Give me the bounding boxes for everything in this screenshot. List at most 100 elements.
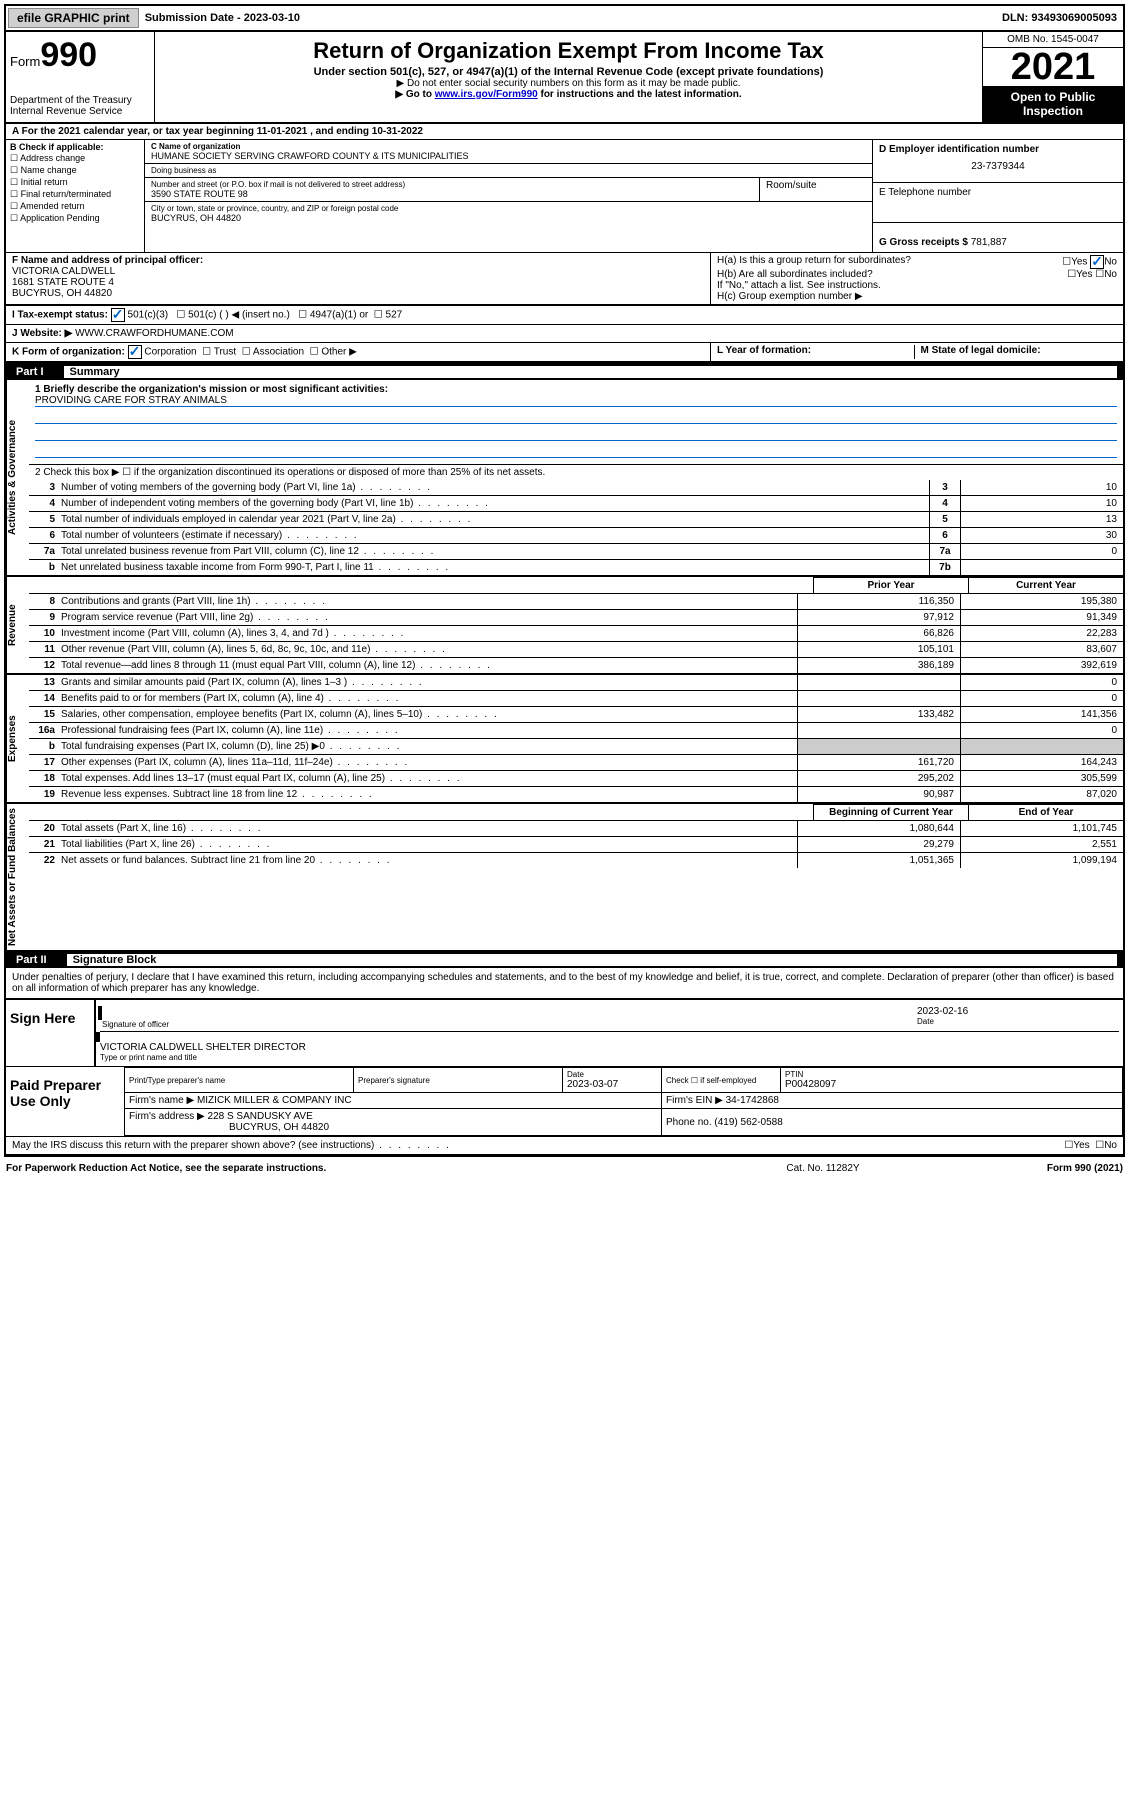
summary-line: b Total fundraising expenses (Part IX, c… <box>29 739 1123 755</box>
summary-governance: Activities & Governance 1 Briefly descri… <box>6 380 1123 575</box>
ha-label: H(a) Is this a group return for subordin… <box>717 255 911 269</box>
row-i-tax-status: I Tax-exempt status: 501(c)(3) ☐ 501(c) … <box>6 305 1123 325</box>
chk-name-change[interactable]: ☐ Name change <box>10 165 140 176</box>
form-number: Form990 <box>10 36 150 75</box>
section-h: H(a) Is this a group return for subordin… <box>710 253 1123 304</box>
firm-ein-label: Firm's EIN ▶ <box>666 1095 723 1106</box>
summary-line: 8 Contributions and grants (Part VIII, l… <box>29 594 1123 610</box>
l-year-formation: L Year of formation: <box>717 345 914 359</box>
chk-corporation[interactable] <box>128 345 142 359</box>
summary-line: 10 Investment income (Part VIII, column … <box>29 626 1123 642</box>
summary-line: 9 Program service revenue (Part VIII, li… <box>29 610 1123 626</box>
header-right: OMB No. 1545-0047 2021 Open to Public In… <box>982 32 1123 122</box>
efile-print-button[interactable]: efile GRAPHIC print <box>8 8 139 28</box>
mission-text: PROVIDING CARE FOR STRAY ANIMALS <box>35 395 1117 407</box>
ein-cell: D Employer identification number 23-7379… <box>873 140 1123 183</box>
sign-here-row: Sign Here Signature of officer 2023-02-1… <box>6 998 1123 1067</box>
form-header: Form990 Department of the Treasury Inter… <box>6 32 1123 124</box>
end-year-header: End of Year <box>968 804 1123 821</box>
declaration-text: Under penalties of perjury, I declare th… <box>6 968 1123 998</box>
summary-line: 16a Professional fundraising fees (Part … <box>29 723 1123 739</box>
b-label: B Check if applicable: <box>10 142 140 152</box>
paid-preparer-table: Print/Type preparer's name Preparer's si… <box>124 1067 1123 1136</box>
mission-block: 1 Briefly describe the organization's mi… <box>29 380 1123 465</box>
footer-form: Form 990 (2021) <box>923 1163 1123 1174</box>
column-b-checkboxes: B Check if applicable: ☐ Address change … <box>6 140 145 252</box>
ha-no-checkbox[interactable] <box>1090 255 1104 269</box>
summary-line: 20 Total assets (Part X, line 16) 1,080,… <box>29 821 1123 837</box>
hc-label: H(c) Group exemption number ▶ <box>717 291 1117 302</box>
tab-revenue: Revenue <box>6 577 29 673</box>
summary-line: 15 Salaries, other compensation, employe… <box>29 707 1123 723</box>
officer-name-line: VICTORIA CALDWELL SHELTER DIRECTOR Type … <box>100 1032 1119 1062</box>
footer-catalog: Cat. No. 11282Y <box>723 1163 923 1174</box>
prior-year-header: Prior Year <box>813 577 968 594</box>
chk-amended[interactable]: ☐ Amended return <box>10 201 140 212</box>
row-j-website: J Website: ▶ WWW.CRAWFORDHUMANE.COM <box>6 325 1123 343</box>
summary-line: 13 Grants and similar amounts paid (Part… <box>29 675 1123 691</box>
top-bar: efile GRAPHIC print Submission Date - 20… <box>6 6 1123 32</box>
column-d-ein: D Employer identification number 23-7379… <box>872 140 1123 252</box>
preparer-name-label: Print/Type preparer's name <box>129 1076 349 1085</box>
firm-addr-label: Firm's address ▶ <box>129 1111 205 1122</box>
irs-link[interactable]: www.irs.gov/Form990 <box>435 89 538 100</box>
row-k-form-org: K Form of organization: Corporation ☐ Tr… <box>6 343 1123 362</box>
header-left: Form990 Department of the Treasury Inter… <box>6 32 155 122</box>
hb-answer: ☐Yes ☐No <box>1067 269 1117 280</box>
row-a-tax-year: A For the 2021 calendar year, or tax yea… <box>6 124 1123 140</box>
dln-label: DLN: 93493069005093 <box>1002 12 1123 24</box>
column-c-org-info: C Name of organization HUMANE SOCIETY SE… <box>145 140 872 252</box>
summary-line: 12 Total revenue—add lines 8 through 11 … <box>29 658 1123 673</box>
chk-501c3[interactable] <box>111 308 125 322</box>
summary-line: 22 Net assets or fund balances. Subtract… <box>29 853 1123 868</box>
tab-expenses: Expenses <box>6 675 29 802</box>
mission-line <box>35 409 1117 424</box>
hb-note: If "No," attach a list. See instructions… <box>717 280 1117 291</box>
phone-cell: E Telephone number <box>873 183 1123 223</box>
chk-initial-return[interactable]: ☐ Initial return <box>10 177 140 188</box>
m-state-domicile: M State of legal domicile: <box>914 345 1118 359</box>
part-i-header: Part I Summary <box>6 362 1123 380</box>
summary-line: 19 Revenue less expenses. Subtract line … <box>29 787 1123 802</box>
part-ii-header: Part II Signature Block <box>6 950 1123 968</box>
mission-line <box>35 426 1117 441</box>
summary-line: b Net unrelated business taxable income … <box>29 560 1123 575</box>
chk-final-return[interactable]: ☐ Final return/terminated <box>10 189 140 200</box>
signature-line: Signature of officer 2023-02-16 Date <box>100 1004 1119 1032</box>
irs-discuss-row: May the IRS discuss this return with the… <box>6 1137 1123 1155</box>
form-of-org: K Form of organization: Corporation ☐ Tr… <box>6 343 710 361</box>
mission-line <box>35 443 1117 458</box>
tab-governance: Activities & Governance <box>6 380 29 575</box>
phone-label: Phone no. <box>666 1117 712 1128</box>
summary-line: 11 Other revenue (Part VIII, column (A),… <box>29 642 1123 658</box>
prep-date-label: Date <box>567 1070 657 1079</box>
summary-line: 6 Total number of volunteers (estimate i… <box>29 528 1123 544</box>
form-subtitle: Under section 501(c), 527, or 4947(a)(1)… <box>163 66 974 78</box>
chk-pending[interactable]: ☐ Application Pending <box>10 213 140 224</box>
summary-balances: Net Assets or Fund Balances Beginning of… <box>6 802 1123 950</box>
footer-left: For Paperwork Reduction Act Notice, see … <box>6 1163 723 1174</box>
line-1-label: 1 Briefly describe the organization's mi… <box>35 384 1117 395</box>
principal-officer: F Name and address of principal officer:… <box>6 253 710 304</box>
discuss-yes-no: ☐Yes ☐No <box>1064 1140 1117 1151</box>
summary-revenue: Revenue Prior Year Current Year 8 Contri… <box>6 575 1123 673</box>
row-f-h: F Name and address of principal officer:… <box>6 253 1123 305</box>
summary-line: 14 Benefits paid to or for members (Part… <box>29 691 1123 707</box>
paid-preparer-row: Paid Preparer Use Only Print/Type prepar… <box>6 1067 1123 1137</box>
dba-cell: Doing business as <box>145 164 872 178</box>
summary-line: 7a Total unrelated business revenue from… <box>29 544 1123 560</box>
summary-line: 17 Other expenses (Part IX, column (A), … <box>29 755 1123 771</box>
org-name-cell: C Name of organization HUMANE SOCIETY SE… <box>145 140 872 164</box>
tab-balances: Net Assets or Fund Balances <box>6 804 29 950</box>
note-ssn: ▶ Do not enter social security numbers o… <box>163 78 974 89</box>
paid-preparer-label: Paid Preparer Use Only <box>6 1067 124 1136</box>
city-cell: City or town, state or province, country… <box>145 201 872 225</box>
chk-address-change[interactable]: ☐ Address change <box>10 153 140 164</box>
summary-expenses: Expenses 13 Grants and similar amounts p… <box>6 673 1123 802</box>
submission-label: Submission Date - 2023-03-10 <box>141 12 304 24</box>
department-label: Department of the Treasury Internal Reve… <box>10 95 150 117</box>
hb-label: H(b) Are all subordinates included? <box>717 269 873 280</box>
summary-line: 21 Total liabilities (Part X, line 26) 2… <box>29 837 1123 853</box>
sign-here-label: Sign Here <box>6 1000 94 1066</box>
current-year-header: Current Year <box>968 577 1123 594</box>
